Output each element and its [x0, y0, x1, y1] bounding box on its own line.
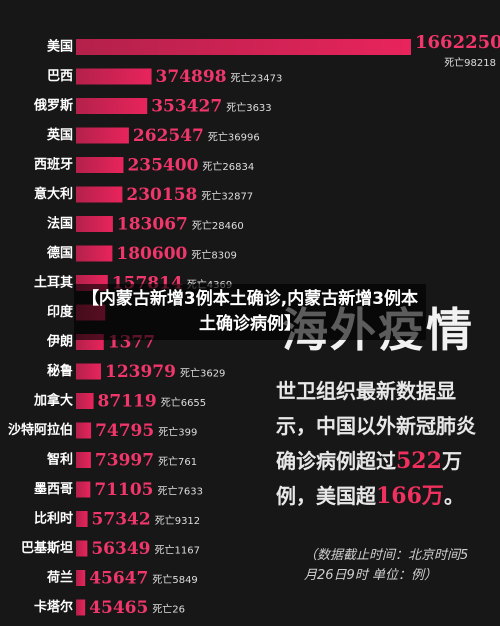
bar: [76, 127, 129, 144]
side-text-part: 万例，美国超: [276, 449, 462, 508]
death-label: 死亡3629: [180, 367, 225, 380]
death-label: 死亡761: [158, 455, 197, 468]
death-label: 死亡7633: [157, 485, 202, 498]
bar: [76, 481, 91, 498]
value-label: 235400: [127, 156, 198, 176]
category-label: 秘鲁: [47, 363, 73, 379]
category-label: 伊朗: [46, 334, 73, 350]
side-text-part: 世卫组织最新数据显示，中国以外新冠肺炎确诊病例超过: [276, 379, 476, 473]
value-label: 353427: [151, 97, 222, 117]
category-label: 美国: [47, 39, 73, 55]
value-label: 45647: [89, 569, 148, 589]
bar: [76, 245, 113, 262]
death-label: 死亡6655: [161, 396, 206, 409]
category-label: 沙特阿拉伯: [8, 422, 73, 438]
value-label: 45465: [89, 598, 148, 618]
category-label: 卡塔尔: [34, 599, 73, 615]
value-label: 230158: [126, 185, 197, 205]
category-label: 意大利: [34, 186, 73, 202]
category-label: 印度: [47, 304, 74, 320]
death-label: 死亡1167: [155, 544, 200, 557]
category-label: 英国: [46, 127, 73, 143]
value-label: 57342: [92, 510, 151, 530]
category-label: 土耳其: [34, 275, 73, 291]
bar: [76, 186, 123, 203]
note: （数据截止时间：北京时间5月26日9时 单位：例）: [304, 548, 469, 583]
category-label: 德国: [47, 245, 73, 261]
bar: [76, 363, 101, 380]
category-label: 荷兰: [46, 570, 73, 586]
value-label: 180600: [116, 244, 187, 264]
value-label: 1662250: [415, 32, 500, 53]
bar: [76, 98, 148, 114]
side-text-part: 。: [443, 484, 464, 508]
bar: [76, 393, 94, 409]
death-label: 死亡36996: [208, 131, 260, 144]
value-label: 374898: [156, 67, 227, 87]
death-label: 死亡28460: [192, 219, 244, 232]
category-label: 法国: [47, 216, 73, 232]
headline: 【内蒙古新增3例本土确诊,内蒙古新增3例本土确诊病例】: [74, 284, 426, 340]
value-label: 73997: [95, 451, 154, 471]
bar: [76, 68, 152, 85]
category-label: 智利: [47, 452, 73, 468]
bar: [76, 511, 88, 527]
bar: [76, 216, 113, 232]
category-label: 巴西: [47, 69, 73, 84]
death-label: 死亡3633: [226, 101, 271, 114]
bar: [76, 39, 411, 55]
death-label: 死亡32877: [201, 190, 253, 203]
value-label: 123979: [105, 362, 176, 382]
death-label: 死亡5849: [152, 573, 197, 586]
death-label: 死亡26: [152, 603, 185, 616]
value-label: 87119: [98, 392, 157, 412]
bar: [76, 599, 86, 616]
value-label: 262547: [133, 126, 204, 146]
category-label: 加拿大: [33, 393, 73, 409]
category-label: 墨西哥: [34, 481, 73, 497]
death-label: 死亡399: [158, 426, 197, 439]
bar: [76, 540, 88, 557]
death-label: 死亡98218: [444, 56, 496, 69]
bar: [76, 157, 124, 173]
bar: [76, 452, 91, 468]
side-text-highlight: 166万: [376, 483, 444, 509]
value-label: 71105: [94, 480, 153, 500]
side-text: 世卫组织最新数据显示，中国以外新冠肺炎确诊病例超过522万例，美国超166万。: [276, 374, 481, 514]
category-label: 西班牙: [34, 157, 73, 173]
death-label: 死亡9312: [155, 514, 200, 527]
death-label: 死亡26834: [202, 160, 254, 173]
value-label: 74795: [95, 421, 154, 441]
category-label: 巴基斯坦: [21, 540, 73, 556]
value-label: 183067: [117, 215, 188, 235]
death-label: 死亡23473: [231, 72, 283, 85]
bar: [76, 570, 86, 586]
bar: [76, 422, 92, 439]
death-label: 死亡8309: [191, 249, 236, 262]
category-label: 比利时: [34, 511, 73, 527]
side-text-highlight: 522: [396, 448, 442, 474]
value-label: 56349: [91, 539, 150, 559]
category-label: 俄罗斯: [33, 98, 73, 114]
